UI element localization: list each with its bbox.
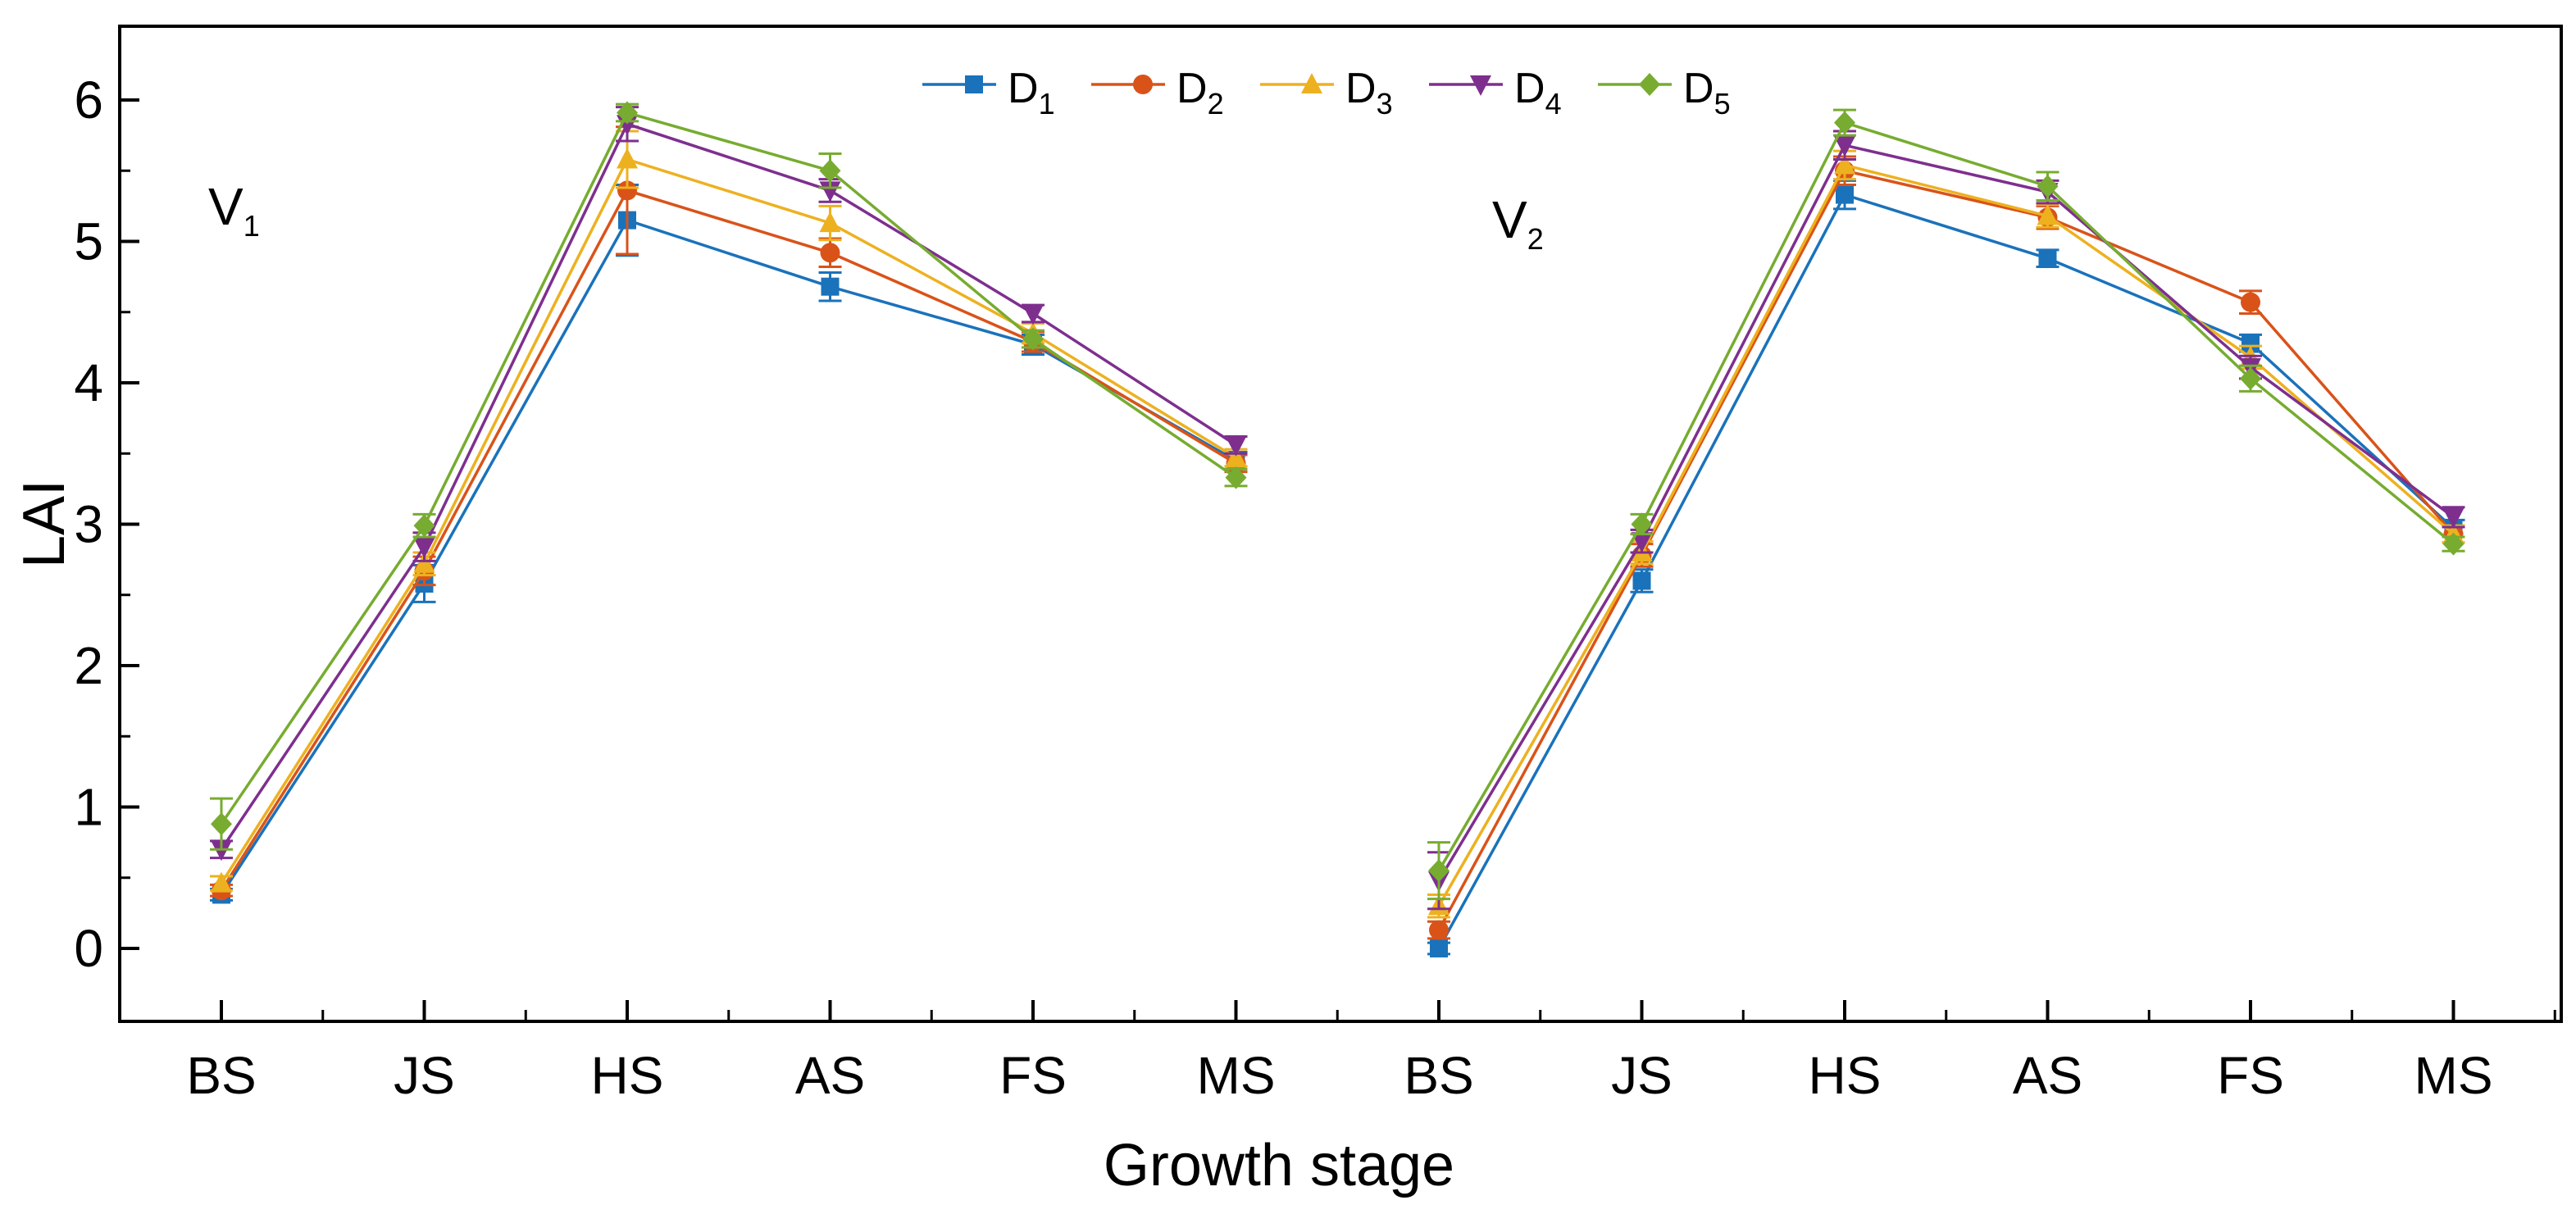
data-point xyxy=(1225,435,1247,457)
legend-label: D2 xyxy=(1176,65,1224,120)
legend: D1 D2 D3 D4 D5 xyxy=(922,65,1731,120)
data-point xyxy=(617,148,638,169)
series-d5 xyxy=(210,101,2465,901)
x-tick-label: BS xyxy=(186,1046,256,1105)
legend-marker xyxy=(965,75,983,93)
y-tick-label: 1 xyxy=(74,778,103,837)
legend-label: D1 xyxy=(1008,65,1055,120)
data-point xyxy=(2241,334,2260,352)
series-d4 xyxy=(210,106,2465,911)
data-point xyxy=(2240,366,2261,390)
legend-label: D5 xyxy=(1683,65,1731,120)
y-tick-label: 2 xyxy=(74,636,103,695)
data-point xyxy=(1631,532,1653,553)
data-point xyxy=(413,538,435,559)
series-d2 xyxy=(210,125,2465,940)
data-point xyxy=(1022,327,1044,351)
x-tick-label: BS xyxy=(1404,1046,1473,1105)
data-point xyxy=(2442,532,2464,556)
series-line xyxy=(220,218,1237,896)
data-point xyxy=(617,101,638,125)
legend-item-d1: D1 xyxy=(922,65,1055,120)
data-point xyxy=(617,180,637,201)
x-tick-label: MS xyxy=(1197,1046,1276,1105)
data-point xyxy=(1022,304,1044,325)
data-point xyxy=(1430,939,1448,957)
y-tick-label: 3 xyxy=(74,495,103,554)
series-line xyxy=(220,122,1237,851)
data-point xyxy=(819,211,841,233)
data-point xyxy=(211,871,232,893)
data-point xyxy=(211,812,232,836)
data-point xyxy=(1834,153,1855,175)
series-d3 xyxy=(210,130,2465,919)
legend-item-d4: D4 xyxy=(1429,65,1562,120)
x-axis: BS JS HS AS FS MS BS JS HS AS FS MS xyxy=(118,1000,2556,1105)
x-tick-label: AS xyxy=(2013,1046,2082,1105)
panel-labels: V1 V2 xyxy=(208,177,1544,256)
data-point xyxy=(821,277,840,296)
y-tick-label: 0 xyxy=(74,919,103,978)
data-point xyxy=(1225,446,1247,467)
legend-label: D4 xyxy=(1514,65,1562,120)
y-tick-label: 5 xyxy=(74,212,103,271)
data-point xyxy=(819,159,841,183)
data-point xyxy=(1225,466,1247,489)
x-tick-label: HS xyxy=(591,1046,664,1105)
x-tick-label: FS xyxy=(2217,1046,2284,1105)
series-line xyxy=(1437,163,2455,907)
panel-label-v2: V2 xyxy=(1492,190,1544,256)
legend-marker xyxy=(1301,73,1322,93)
x-tick-label: JS xyxy=(1611,1046,1673,1105)
series-line xyxy=(220,157,1237,884)
data-point xyxy=(1429,920,1449,940)
data-point xyxy=(1632,571,1651,590)
panel-label-v1: V1 xyxy=(208,177,260,243)
data-point xyxy=(820,243,840,263)
data-point xyxy=(1428,859,1450,883)
data-point xyxy=(1631,512,1653,536)
x-tick-label: MS xyxy=(2414,1046,2493,1105)
series-d1 xyxy=(210,179,2465,957)
data-point xyxy=(1834,111,1855,134)
x-tick-label: HS xyxy=(1809,1046,1882,1105)
series-line xyxy=(1437,193,2455,949)
plot-frame xyxy=(118,25,2563,1023)
legend-item-d5: D5 xyxy=(1598,65,1731,120)
x-tick-label: FS xyxy=(999,1046,1067,1105)
data-point xyxy=(2037,175,2059,198)
x-axis-title: Growth stage xyxy=(1104,1133,1454,1198)
series-line xyxy=(1437,143,2455,882)
series-layer xyxy=(210,101,2465,957)
data-point xyxy=(413,552,435,573)
legend-item-d3: D3 xyxy=(1260,65,1393,120)
data-point xyxy=(2241,292,2260,312)
series-line xyxy=(1437,169,2455,931)
legend-marker xyxy=(1133,75,1153,94)
legend-marker xyxy=(1639,73,1660,96)
y-tick-label: 4 xyxy=(74,353,103,412)
data-point xyxy=(1834,136,1855,157)
series-line xyxy=(220,111,1237,825)
data-point xyxy=(1836,185,1854,204)
data-point xyxy=(2442,507,2464,529)
data-point xyxy=(413,514,435,538)
series-line xyxy=(1437,120,2455,872)
y-axis: 0 1 2 3 4 5 6 xyxy=(74,70,139,978)
legend-label: D3 xyxy=(1345,65,1393,120)
legend-marker xyxy=(1470,75,1491,96)
x-tick-label: JS xyxy=(394,1046,455,1105)
y-tick-label: 6 xyxy=(74,70,103,130)
legend-item-d2: D2 xyxy=(1091,65,1224,120)
x-tick-label: AS xyxy=(795,1046,865,1105)
data-point xyxy=(2037,204,2059,225)
y-axis-title: LAI xyxy=(11,480,77,568)
data-point xyxy=(2038,249,2057,268)
series-line xyxy=(220,189,1237,892)
